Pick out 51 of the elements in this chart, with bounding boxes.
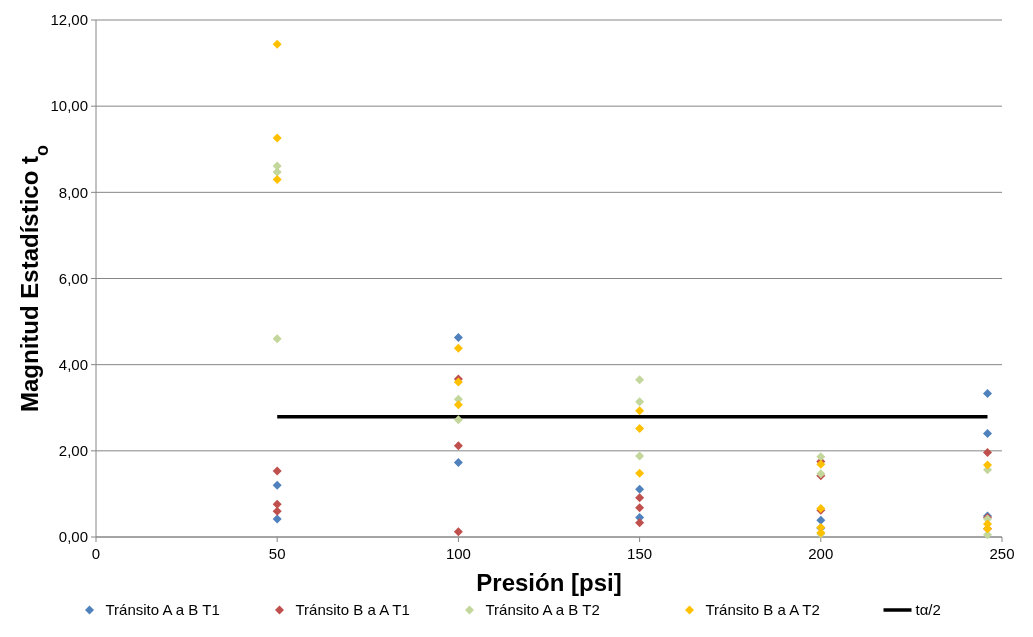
y-tick-label: 6,00 [58,269,88,287]
legend-label: Tránsito B a A T2 [705,601,820,618]
point [635,423,645,433]
x-tick-label: 250 [989,545,1015,562]
point [453,441,463,451]
x-axis-title: Presión [psi] [476,569,622,596]
x-tick-label: 200 [808,545,834,562]
x-tick-label: 50 [268,545,286,562]
y-tick-label: 12,00 [50,11,88,29]
x-tick-label: 0 [91,545,101,562]
y-tick-label: 0,00 [58,528,88,546]
point [816,515,826,525]
point [635,375,645,385]
point [635,484,645,494]
point [635,451,645,461]
y-tick-label: 8,00 [58,183,88,201]
point [983,389,992,399]
legend-label: Tránsito B a A T1 [295,601,410,618]
point [635,397,645,407]
legend-label: Tránsito A a B T1 [105,601,220,618]
point [816,452,826,462]
point [272,174,282,184]
point [272,514,282,524]
point [272,39,282,49]
point [983,429,992,439]
point [272,334,282,344]
point [272,133,282,143]
point [453,415,463,425]
point [983,448,992,458]
point [983,460,992,470]
point [635,503,645,513]
point [635,468,645,478]
point [635,518,645,528]
y-tick-label: 2,00 [58,442,88,460]
legend-label: tα/2 [915,601,941,618]
point [453,527,463,537]
x-tick-label: 100 [445,545,471,562]
point [272,499,282,509]
x-tick-label: 150 [627,545,653,562]
point [453,400,463,410]
y-tick-label: 4,00 [58,355,88,373]
point [272,480,282,490]
point [453,343,463,353]
point [272,506,282,516]
point [453,457,463,467]
point [453,333,463,343]
point [635,493,645,503]
point [635,406,645,416]
y-tick-label: 10,00 [50,97,88,115]
legend-label: Tránsito A a B T2 [485,601,600,618]
point [272,466,282,476]
